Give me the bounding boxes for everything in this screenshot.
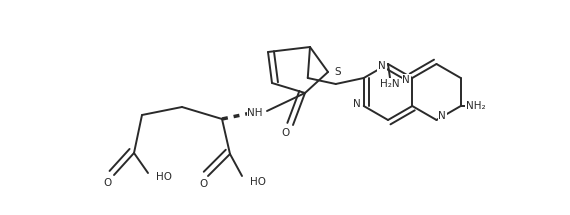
Text: HO: HO	[250, 177, 266, 187]
Text: NH₂: NH₂	[466, 101, 486, 111]
Text: N: N	[353, 99, 361, 109]
Text: N: N	[438, 111, 446, 121]
Text: N: N	[378, 61, 386, 71]
Text: O: O	[200, 179, 208, 189]
Text: O: O	[104, 178, 112, 188]
Text: HO: HO	[156, 172, 172, 182]
Text: N: N	[402, 75, 410, 85]
Text: S: S	[335, 67, 341, 77]
Text: O: O	[281, 128, 289, 138]
Text: H₂N: H₂N	[380, 79, 400, 89]
Text: NH: NH	[247, 108, 263, 118]
